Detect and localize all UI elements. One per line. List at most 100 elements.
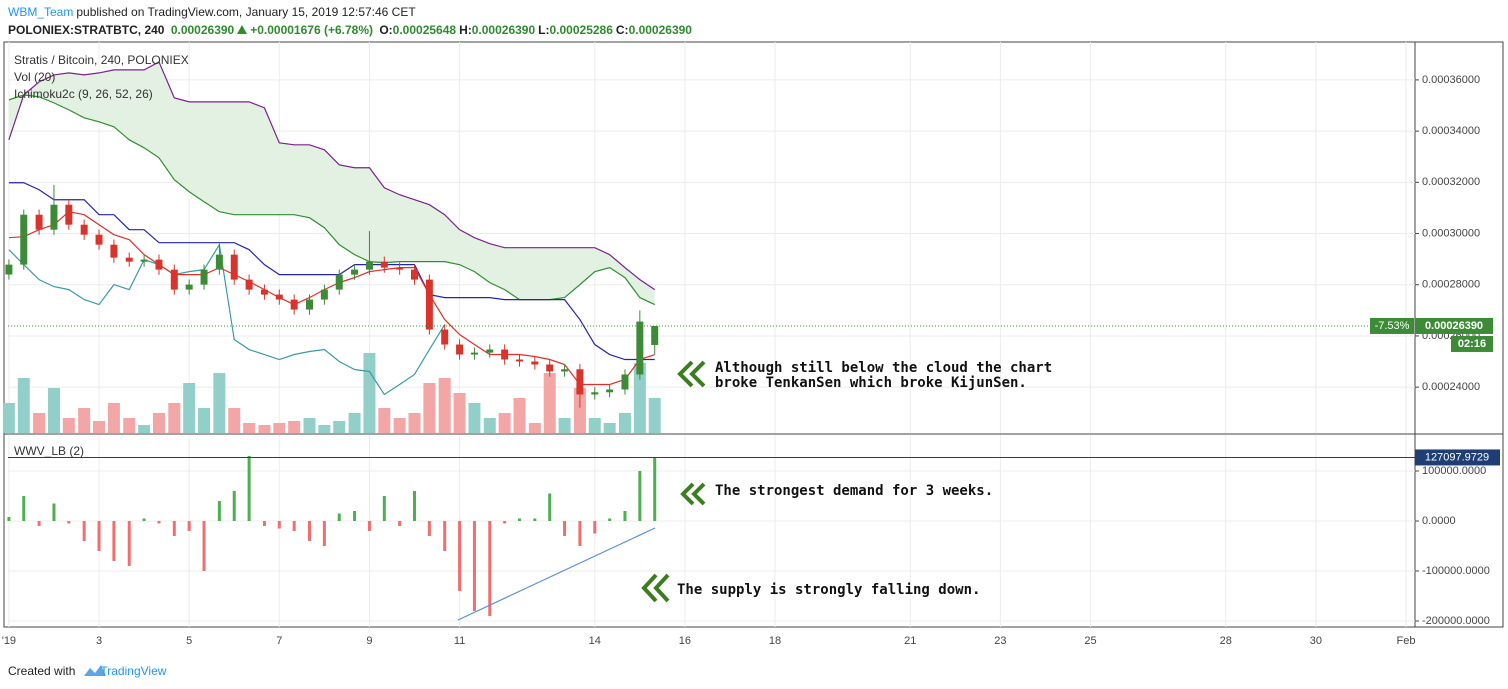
volume-bar	[618, 413, 631, 433]
bar	[472, 521, 476, 611]
volume-bar	[423, 383, 436, 433]
volume-bar	[198, 408, 211, 433]
last-price: 0.00026390	[170, 23, 235, 37]
bar	[172, 521, 176, 536]
volume-bar	[633, 363, 646, 433]
annotation: The strongest demand for 3 weeks.	[715, 483, 993, 499]
volume-bar	[168, 403, 181, 433]
bar	[292, 521, 296, 531]
bar	[563, 521, 567, 536]
volume-bar	[93, 421, 106, 433]
bar	[337, 513, 341, 521]
candle-body	[80, 224, 88, 235]
x-tick-label: 25	[1084, 635, 1096, 647]
volume-bar	[513, 398, 526, 433]
volume-bar	[273, 423, 286, 433]
volume-bar	[573, 388, 586, 433]
y-tick-label: -200000.0000	[1422, 615, 1490, 627]
volume-bar	[348, 413, 361, 433]
volume-bar	[393, 418, 406, 433]
candle-body	[65, 204, 73, 225]
y-tick-label: 0.00030000	[1422, 227, 1480, 239]
x-tick-label: 11	[454, 635, 465, 647]
brand[interactable]: TradingView	[100, 664, 167, 678]
y-tick-label: 0.00028000	[1422, 279, 1480, 291]
header-quote: POLONIEX:STRATBTC, 240 0.00026390 +0.0000…	[8, 23, 698, 37]
chevron	[653, 573, 670, 603]
bar	[533, 518, 537, 521]
bar	[277, 521, 281, 529]
candle-body	[95, 234, 103, 245]
footer: Created with TradingView	[8, 664, 169, 678]
bar	[262, 521, 266, 526]
ichimoku-line	[8, 61, 656, 291]
bar	[127, 521, 131, 566]
countdown-tag	[1451, 335, 1493, 352]
price-change: -7.53%	[1375, 320, 1410, 332]
chevron	[691, 482, 706, 506]
chevron	[680, 482, 695, 506]
bar	[22, 496, 26, 521]
volume-bar	[2, 403, 15, 433]
candle-body	[200, 269, 208, 285]
volume-bar	[17, 378, 30, 433]
volume-bar	[363, 353, 376, 433]
bar	[623, 511, 627, 521]
change: +0.00001676 (+6.78%)	[250, 23, 373, 37]
bar	[112, 521, 116, 561]
y-tick-label: 0.0000	[1422, 515, 1456, 527]
candle-body	[425, 279, 433, 330]
y-tick-label: 0.00024000	[1422, 381, 1480, 393]
x-tick-label: 9	[366, 635, 372, 647]
volume-bar	[468, 403, 481, 433]
price-label: 0.00026390	[1425, 320, 1483, 332]
author[interactable]: WBM_Team	[8, 5, 74, 19]
candle-body	[306, 299, 313, 310]
indicator-label: Ichimoku2c (9, 26, 52, 26)	[14, 87, 153, 101]
bar	[37, 521, 41, 526]
published: published on TradingView.com, January 15…	[76, 5, 416, 19]
volume-bar	[453, 393, 466, 433]
candle-body	[516, 359, 524, 362]
volume-bar	[123, 418, 136, 433]
y-tick-label: 0.00032000	[1422, 176, 1480, 188]
pane-title: Stratis / Bitcoin, 240, POLONIEX	[14, 53, 189, 67]
candle-body	[576, 369, 584, 395]
bar	[217, 501, 221, 521]
volume-bar	[33, 413, 46, 433]
up-arrow	[237, 25, 248, 34]
candle-body	[125, 257, 133, 262]
candle-body	[185, 284, 193, 290]
countdown: 02:16	[1458, 338, 1486, 350]
annotation: broke TenkanSen which broke KijunSen.	[715, 375, 1027, 391]
bar	[367, 521, 371, 531]
bar	[7, 517, 11, 521]
candle-body	[621, 374, 629, 390]
volume-bar	[498, 413, 511, 433]
volume-bar	[107, 403, 120, 433]
x-tick-label: 30	[1310, 635, 1322, 647]
value-label: 127097.9729	[1425, 451, 1489, 463]
volume-bar	[213, 373, 226, 433]
volume-bar	[258, 425, 271, 433]
ohlc-value: 0.00025286	[549, 23, 613, 37]
x-tick-label: 14	[589, 635, 601, 647]
candle-body	[636, 321, 644, 375]
volume-bar	[303, 418, 316, 433]
volume-bar	[78, 408, 91, 433]
candle-body	[275, 294, 283, 300]
bar	[413, 491, 417, 521]
candle-body	[155, 259, 163, 270]
logo	[84, 665, 106, 676]
ohlc-value: 0.00026390	[628, 23, 692, 37]
trend-line	[457, 527, 656, 621]
ohlc-value: 0.00025648	[392, 23, 457, 37]
bar	[187, 521, 191, 531]
bar	[427, 521, 431, 536]
volume-bar	[558, 418, 571, 433]
candle-body	[215, 254, 223, 270]
created: Created with	[8, 664, 76, 678]
candle-body	[591, 392, 599, 395]
bar	[353, 511, 357, 521]
